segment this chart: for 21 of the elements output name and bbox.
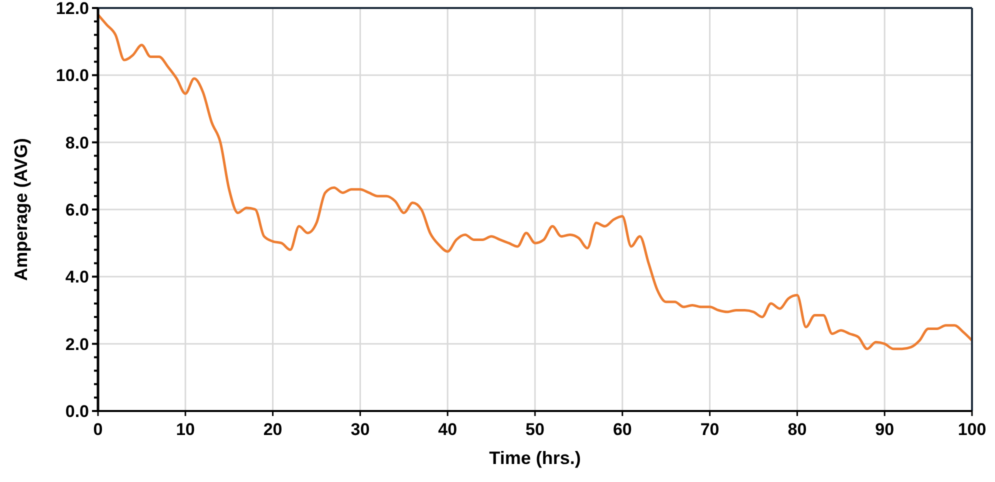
y-tick-label: 4.0 bbox=[65, 268, 89, 287]
x-tick-label: 30 bbox=[350, 420, 370, 439]
y-axis-title: Amperage (AVG) bbox=[11, 138, 31, 281]
x-tick-label: 20 bbox=[263, 420, 282, 439]
x-tick-label: 100 bbox=[958, 420, 986, 439]
y-tick-label: 12.0 bbox=[56, 0, 89, 18]
y-tick-label: 10.0 bbox=[56, 66, 89, 86]
x-tick-label: 80 bbox=[788, 420, 807, 439]
x-axis-title: Time (hrs.) bbox=[489, 448, 581, 468]
y-tick-label: 8.0 bbox=[65, 133, 89, 152]
x-tick-label: 10 bbox=[176, 420, 195, 439]
y-tick-label: 6.0 bbox=[65, 200, 89, 220]
x-tick-label: 40 bbox=[438, 420, 458, 439]
x-tick-label: 0 bbox=[93, 420, 103, 439]
x-tick-label: 60 bbox=[612, 420, 632, 439]
line-series bbox=[96, 13, 974, 350]
x-tick-label: 90 bbox=[875, 420, 894, 439]
y-tick-label: 0.0 bbox=[65, 402, 89, 421]
x-tick-label: 70 bbox=[700, 420, 720, 439]
x-tick-label: 50 bbox=[526, 420, 544, 439]
y-tick-label: 2.0 bbox=[65, 334, 89, 354]
